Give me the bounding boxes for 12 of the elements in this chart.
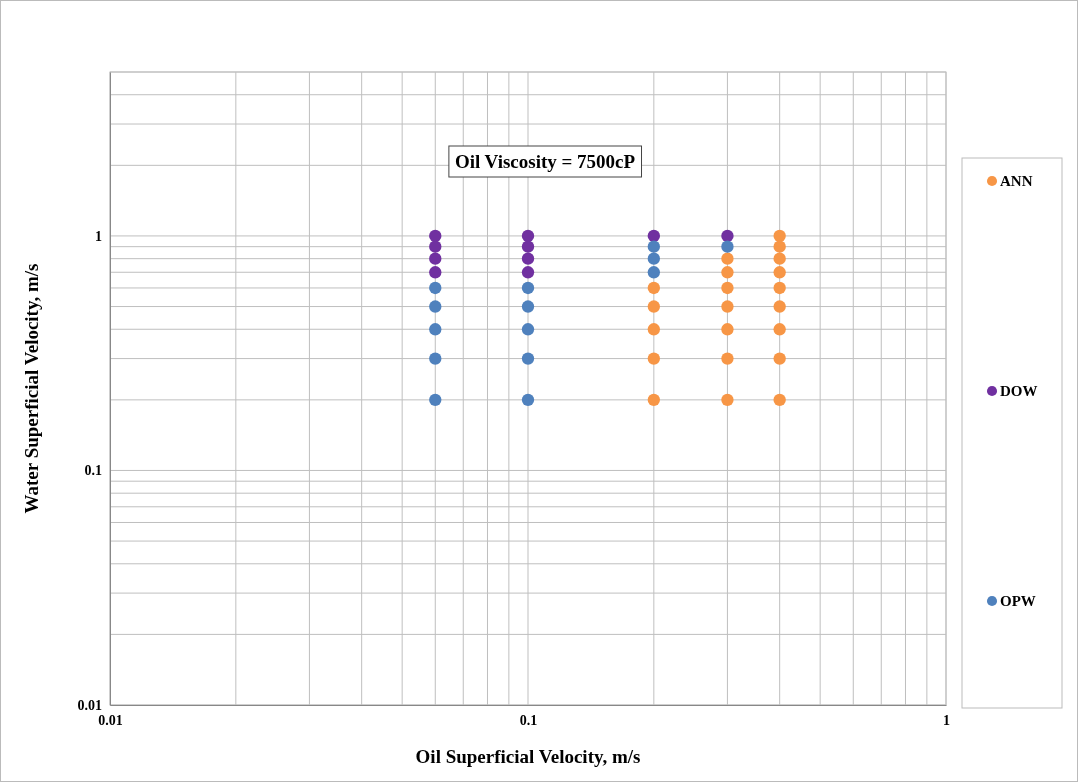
x-tick-label: 0.01 <box>98 712 123 728</box>
y-tick-label: 0.1 <box>84 463 102 479</box>
x-tick-label: 0.1 <box>519 712 538 728</box>
y-tick-label: 0.01 <box>77 697 102 713</box>
legend-label: ANN <box>1000 173 1033 189</box>
y-tick-label: 1 <box>95 228 102 244</box>
legend-label: DOW <box>1000 383 1038 399</box>
annotation: Oil Viscosity = 7500cP <box>454 151 636 172</box>
x-tick-label: 1 <box>943 712 950 728</box>
y-axis-title: Water Superficial Velocity, m/s <box>21 263 42 514</box>
x-axis-title: Oil Superficial Velocity, m/s <box>415 746 641 767</box>
legend-label: OPW <box>1000 593 1036 609</box>
